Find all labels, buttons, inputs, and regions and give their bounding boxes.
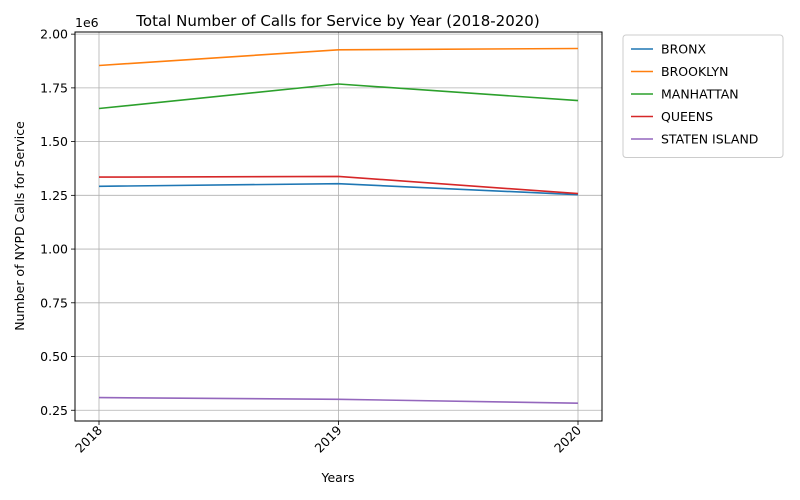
series-line-queens [98, 175, 579, 195]
legend-label: MANHATTAN [661, 87, 739, 102]
y-offset-label: 1e6 [75, 15, 99, 30]
series-line-staten-island [98, 396, 579, 404]
legend-label: QUEENS [661, 109, 713, 124]
x-tick-label: 2018 [72, 422, 105, 455]
x-tick-label: 2020 [551, 422, 584, 455]
x-axis: 2018 2019 2020 [72, 421, 584, 456]
chart-title: Total Number of Calls for Service by Yea… [135, 12, 539, 30]
y-tick-label: 0.25 [40, 403, 68, 418]
legend: BRONX BROOKLYN MANHATTAN QUEENS STATEN ISLAN… [622, 34, 784, 158]
y-tick-label: 2.00 [40, 27, 68, 42]
y-tick-label: 0.75 [40, 295, 68, 310]
y-tick-label: 1.00 [40, 242, 68, 257]
grid [75, 32, 602, 421]
legend-label: BROOKLYN [661, 64, 728, 79]
y-axis: 0.25 0.50 0.75 1.00 1.25 1.50 1.75 2.00 [40, 27, 75, 418]
series-line-manhattan [98, 83, 579, 110]
y-tick-label: 1.25 [40, 188, 68, 203]
legend-label: STATEN ISLAND [661, 132, 758, 147]
y-axis-title: Number of NYPD Calls for Service [12, 121, 27, 331]
y-tick-label: 1.50 [40, 134, 68, 149]
legend-label: BRONX [661, 42, 706, 57]
y-tick-label: 1.75 [40, 80, 68, 95]
legend-frame [622, 34, 784, 158]
x-tick-label: 2019 [312, 422, 345, 455]
series-line-bronx [98, 182, 579, 196]
series-line-brooklyn [98, 47, 579, 67]
x-axis-title: Years [321, 470, 355, 485]
y-tick-label: 0.50 [40, 349, 68, 364]
series-lines [98, 47, 579, 404]
